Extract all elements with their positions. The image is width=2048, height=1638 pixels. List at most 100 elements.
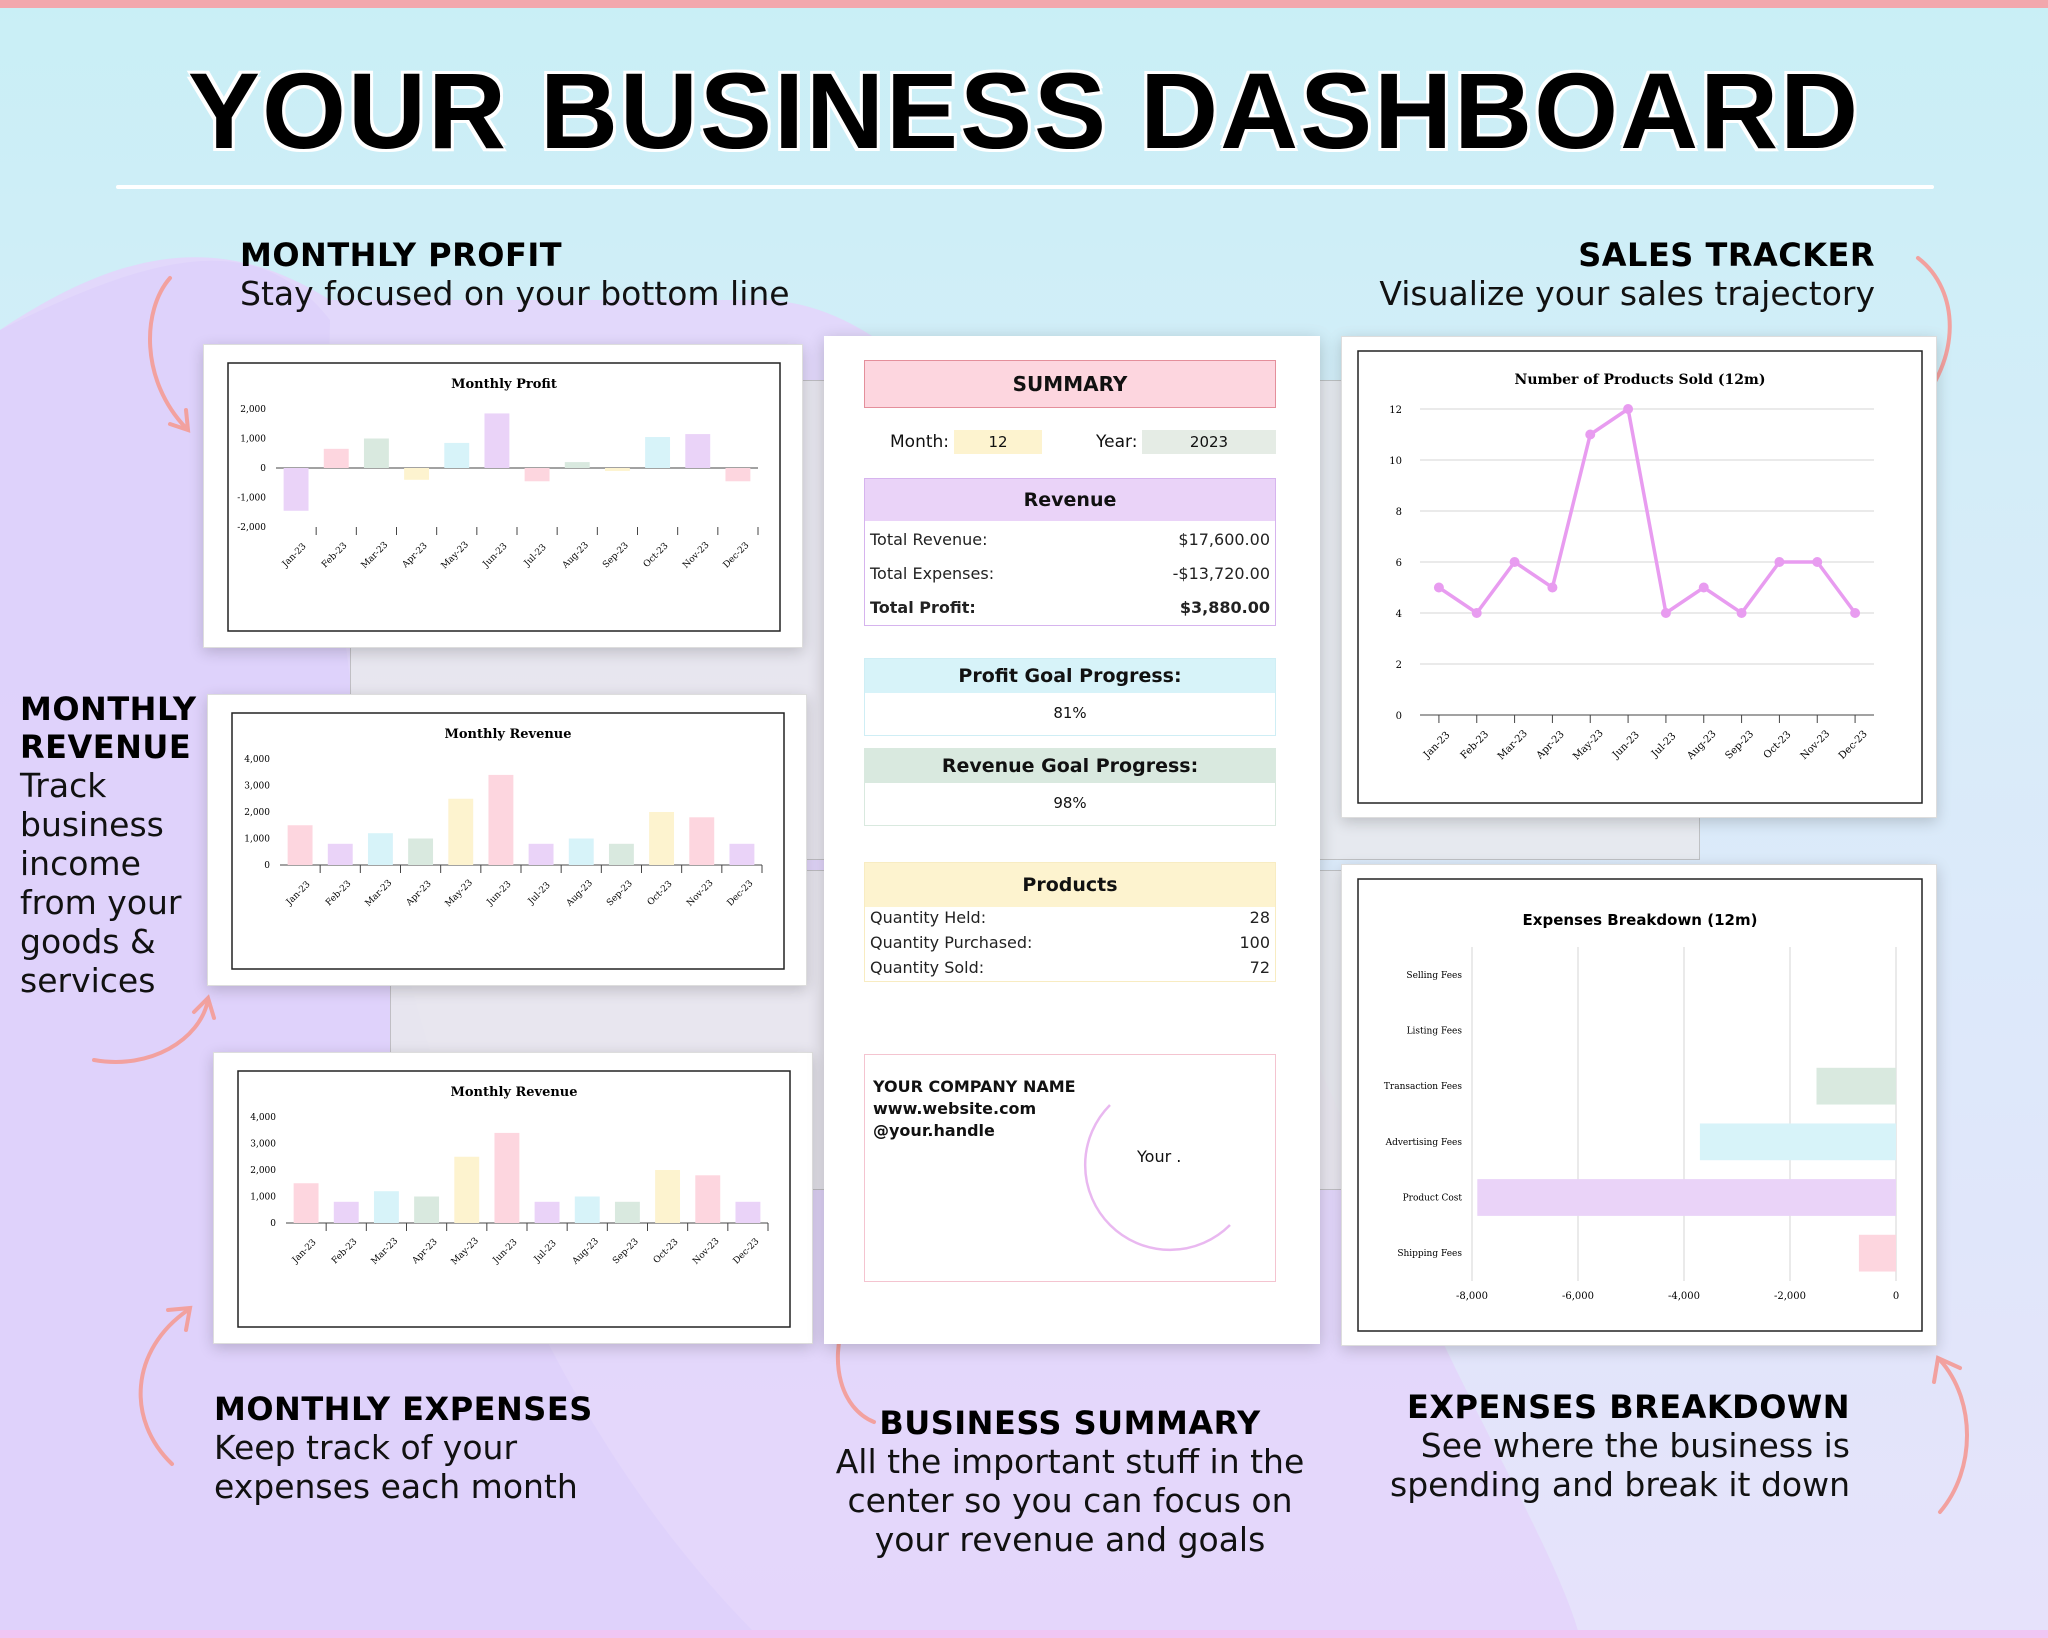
x-tick-label: Jan-23	[1421, 730, 1452, 761]
chart-frame	[1357, 350, 1923, 804]
bar	[454, 1156, 480, 1223]
revenue-header-label: Revenue	[1023, 489, 1117, 511]
x-tick-label: Mar-23	[1496, 728, 1530, 762]
callout-monthly-expenses: MONTHLY EXPENSES Keep track of your expe…	[214, 1390, 593, 1506]
logo-text: Your .	[1137, 1147, 1182, 1166]
x-tick-label: Jan-23	[280, 542, 309, 571]
callout-desc: See where the business is	[1420, 1426, 1850, 1465]
qty-purchased-value: 100	[1239, 933, 1270, 952]
callout-desc: Visualize your sales trajectory	[1379, 274, 1875, 313]
profit-goal-value: 81%	[1053, 704, 1087, 722]
callout-monthly-revenue: MONTHLY REVENUE Track business income fr…	[20, 690, 197, 1000]
bar	[367, 833, 393, 865]
bar	[568, 838, 594, 865]
summary-header-label: SUMMARY	[1012, 372, 1128, 396]
expenses-breakdown-card: Expenses Breakdown (12m) -8,000 -6,000 -4,0…	[1341, 864, 1937, 1346]
arrow-icon	[138, 1305, 193, 1466]
x-tick-label: Jun-23	[1610, 730, 1642, 762]
y-tick-label: Product Cost	[1403, 1194, 1463, 1204]
y-tick-label: 3,000	[250, 1140, 276, 1150]
revenue-box: Revenue	[864, 478, 1276, 626]
y-tick-label: Transaction Fees	[1384, 1082, 1462, 1092]
bar	[1477, 1179, 1896, 1216]
chart-title: Monthly Profit	[451, 377, 557, 392]
callout-heading: MONTHLY EXPENSES	[214, 1390, 593, 1428]
x-tick-label: Dec-23	[726, 879, 756, 909]
top-accent-line	[0, 0, 2048, 8]
x-tick-label: Nov-23	[1799, 728, 1833, 762]
y-tick-label: 0	[260, 464, 266, 474]
bar	[287, 825, 313, 865]
callout-heading: EXPENSES BREAKDOWN	[1406, 1388, 1850, 1426]
callout-desc-line: Track	[20, 766, 107, 805]
arrow-icon	[148, 276, 191, 433]
x-tick-label: Oct-23	[646, 879, 675, 908]
bar	[323, 448, 349, 468]
arrow-icon	[92, 994, 216, 1064]
bar	[574, 1196, 600, 1223]
chart-title: Monthly Revenue	[450, 1085, 577, 1100]
y-tick-label: 0	[270, 1219, 276, 1229]
logo-placeholder-icon	[1083, 1104, 1231, 1252]
bar	[293, 1183, 319, 1223]
x-tick-label: Mar-23	[360, 540, 391, 571]
y-tick-label: 2,000	[244, 808, 270, 818]
total-revenue-value: $17,600.00	[1178, 530, 1270, 549]
x-tick-label: Jan-23	[290, 1238, 319, 1267]
total-expenses-label: Total Expenses:	[870, 564, 995, 583]
arrow-icon	[1932, 1355, 1969, 1514]
page-title: YOUR BUSINESS DASHBOARD	[187, 50, 1861, 171]
x-tick-label: May-23	[444, 878, 475, 909]
x-tick-label: Jul-23	[526, 880, 553, 907]
monthly-revenue-card: Monthly Revenue 4,000 3,000 2,000 1,000 0 Jan-…	[207, 694, 807, 986]
data-point	[1433, 582, 1444, 593]
x-tick-label: Dec-23	[722, 541, 752, 571]
callout-expenses-breakdown: EXPENSES BREAKDOWN See where the busines…	[1390, 1388, 1850, 1504]
callout-desc-line: income	[20, 844, 141, 883]
monthly-profit-chart: Monthly Profit 2,000 1,000 0 -1,000 -2,000 Jan…	[227, 362, 781, 632]
x-tick-label: May-23	[450, 1236, 481, 1267]
x-tick-label: Feb-23	[330, 1237, 359, 1266]
x-tick-label: Jul-23	[522, 542, 549, 569]
x-tick-label: Sep-23	[601, 541, 631, 571]
bar	[1816, 1067, 1896, 1105]
x-tick-label: Jun-23	[491, 1237, 520, 1266]
y-tick-label: 0	[1396, 711, 1402, 722]
y-tick-label: Selling Fees	[1406, 971, 1462, 981]
revenue-goal-box: Revenue Goal Progress: 98%	[864, 748, 1276, 826]
bar	[649, 812, 675, 865]
bar	[484, 413, 510, 468]
x-tick-label: Feb-23	[324, 879, 353, 908]
callout-heading: MONTHLY	[20, 690, 197, 728]
y-tick-label: 10	[1389, 456, 1402, 467]
x-tick-label: Jul-23	[1649, 731, 1679, 761]
bar	[564, 462, 590, 468]
data-point	[1812, 557, 1823, 567]
x-tick-label: Apr-23	[404, 879, 434, 909]
callout-desc: Stay focused on your bottom line	[240, 274, 790, 313]
callout-business-summary: BUSINESS SUMMARY All the important stuff…	[820, 1404, 1320, 1559]
data-point	[1471, 608, 1482, 618]
x-tick-label: Nov-23	[681, 540, 712, 571]
bar	[695, 1175, 721, 1223]
revenue-goal-value: 98%	[1053, 794, 1087, 812]
x-tick-label: May-23	[1571, 728, 1606, 763]
bar	[524, 468, 550, 482]
revenue-goal-header: Revenue Goal Progress:	[865, 749, 1275, 783]
x-tick-label: Nov-23	[691, 1236, 722, 1267]
bar	[645, 437, 671, 468]
callout-desc-line: from your	[20, 883, 182, 922]
x-tick-label: Jun-23	[485, 879, 514, 908]
callout-heading: MONTHLY PROFIT	[240, 236, 563, 274]
bar	[725, 468, 751, 482]
callout-heading: SALES TRACKER	[1578, 236, 1875, 274]
bar	[404, 468, 430, 480]
monthly-profit-card: Monthly Profit 2,000 1,000 0 -1,000 -2,000 Jan…	[203, 344, 803, 648]
data-point	[1850, 608, 1861, 618]
chart-frame	[231, 712, 785, 970]
profit-goal-box: Profit Goal Progress: 81%	[864, 658, 1276, 736]
x-tick-label: Aug-23	[564, 878, 595, 909]
month-value[interactable]: 12	[954, 430, 1042, 454]
y-tick-label: 6	[1396, 558, 1402, 569]
year-value[interactable]: 2023	[1142, 430, 1276, 454]
